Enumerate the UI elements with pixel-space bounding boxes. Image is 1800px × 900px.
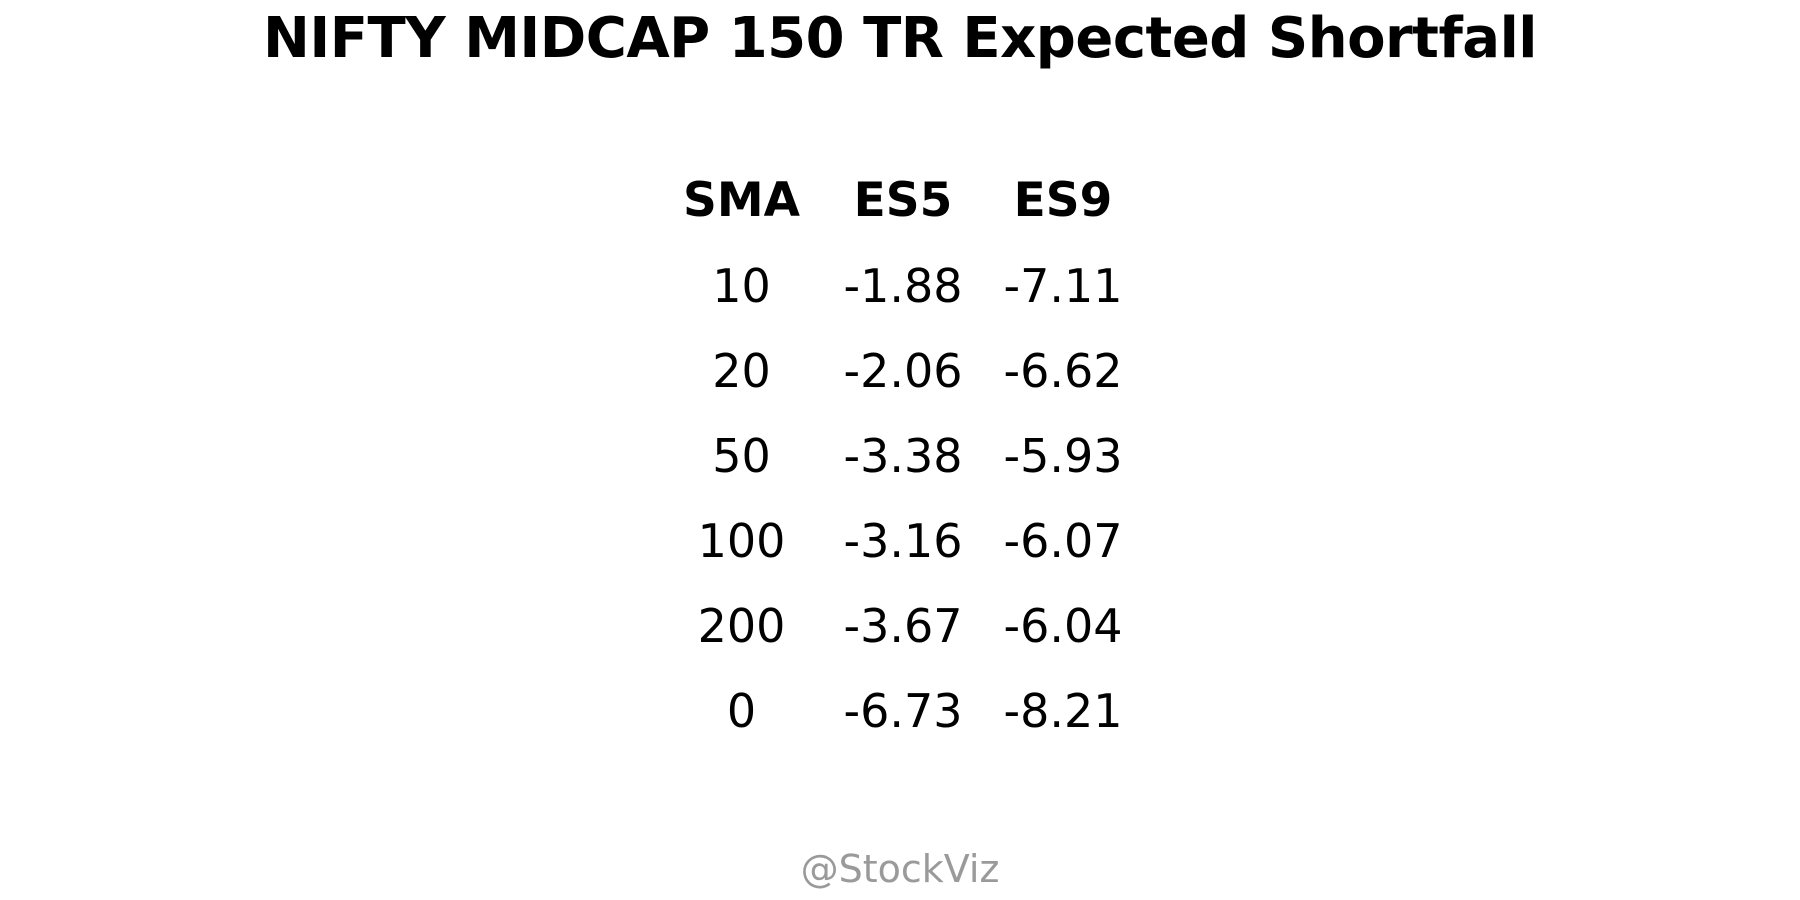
table-cell-sma: 20 xyxy=(712,343,771,398)
table-cell-sma: 200 xyxy=(697,598,786,653)
table-cell-es9: -5.93 xyxy=(1003,428,1123,483)
table-body: 10 -1.88 -7.11 20 -2.06 -6.62 50 -3.38 -5.93 100 -… xyxy=(660,243,1143,753)
table-row: 50 -3.38 -5.93 xyxy=(660,413,1143,498)
table-cell-es5: -6.73 xyxy=(843,683,963,738)
table-row: 200 -3.67 -6.04 xyxy=(660,583,1143,668)
table-row: 100 -3.16 -6.07 xyxy=(660,498,1143,583)
table-cell-sma: 0 xyxy=(726,683,757,738)
table-header-row: SMA ES5 ES9 xyxy=(660,158,1143,243)
table-cell-es9: -6.62 xyxy=(1003,343,1123,398)
table-cell-sma: 100 xyxy=(697,513,786,568)
table-cell-sma: 10 xyxy=(712,258,771,313)
table-row: 0 -6.73 -8.21 xyxy=(660,668,1143,753)
chart-title: NIFTY MIDCAP 150 TR Expected Shortfall xyxy=(262,6,1538,71)
table-cell-es9: -8.21 xyxy=(1003,683,1123,738)
table-cell-es9: -7.11 xyxy=(1003,258,1123,313)
column-header-es9: ES9 xyxy=(1013,173,1113,228)
column-header-es5: ES5 xyxy=(853,173,953,228)
table-row: 20 -2.06 -6.62 xyxy=(660,328,1143,413)
table-cell-es5: -1.88 xyxy=(843,258,963,313)
column-header-sma: SMA xyxy=(683,173,800,228)
table-row: 10 -1.88 -7.11 xyxy=(660,243,1143,328)
table-cell-es5: -3.67 xyxy=(843,598,963,653)
table-cell-es5: -2.06 xyxy=(843,343,963,398)
table-cell-es5: -3.16 xyxy=(843,513,963,568)
expected-shortfall-table: SMA ES5 ES9 10 -1.88 -7.11 20 -2.06 -6.62 50 -3… xyxy=(660,158,1143,753)
table-cell-es9: -6.04 xyxy=(1003,598,1123,653)
table-cell-sma: 50 xyxy=(712,428,771,483)
table-cell-es5: -3.38 xyxy=(843,428,963,483)
watermark: @StockViz xyxy=(800,847,1000,891)
table-cell-es9: -6.07 xyxy=(1003,513,1123,568)
